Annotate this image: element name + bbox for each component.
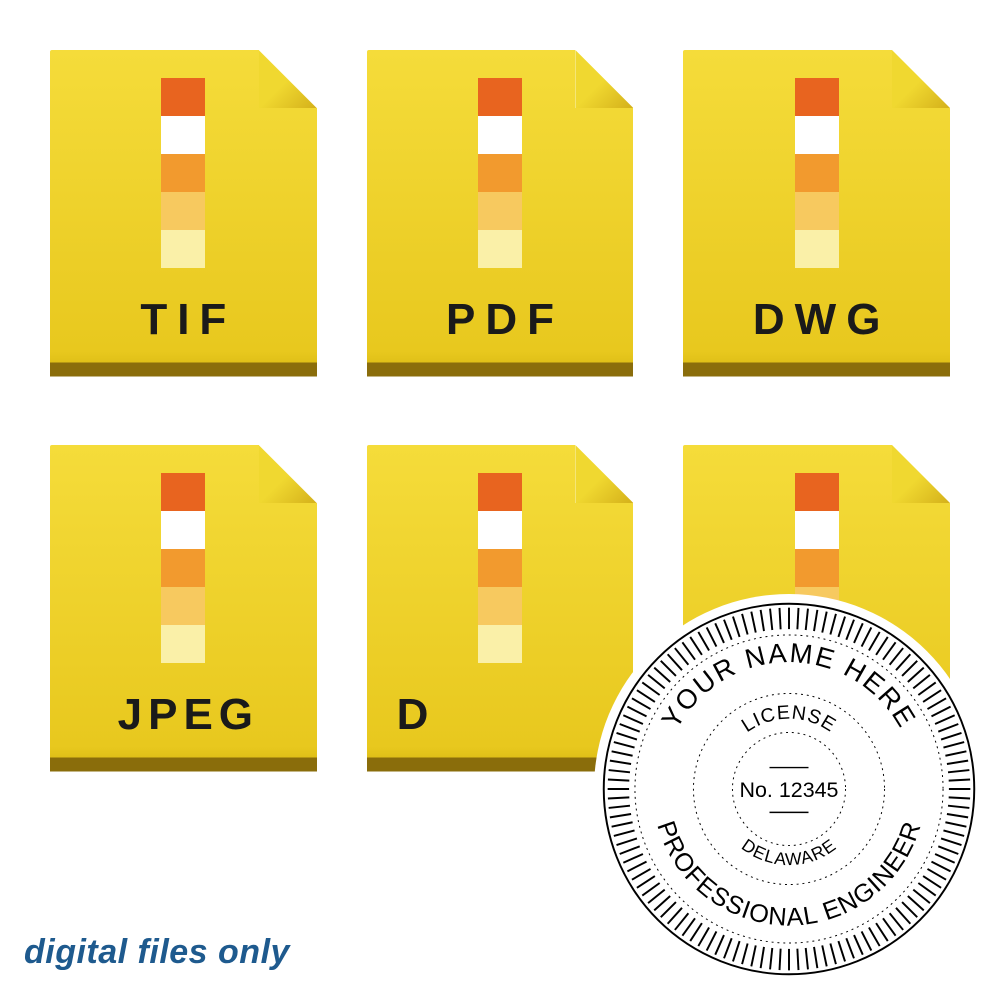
color-stripe-icon (795, 78, 839, 268)
caption-text: digital files only (24, 933, 290, 972)
color-stripe-icon (478, 78, 522, 268)
color-stripe-icon (478, 473, 522, 663)
file-icon-pdf: PDF (367, 50, 634, 405)
file-ext-label: JPEG (50, 690, 317, 740)
file-icon-dwg: DWG (683, 50, 950, 405)
file-icon-jpeg: JPEG (50, 445, 317, 800)
color-stripe-icon (161, 473, 205, 663)
seal-number: No. 12345 (740, 778, 839, 802)
file-ext-label: DWG (683, 295, 950, 345)
file-icon-tif: TIF (50, 50, 317, 405)
engineer-seal: YOUR NAME HERE PROFESSIONAL ENGINEER LIC… (594, 594, 984, 984)
file-ext-label: TIF (50, 295, 317, 345)
color-stripe-icon (161, 78, 205, 268)
file-ext-label: PDF (367, 295, 634, 345)
